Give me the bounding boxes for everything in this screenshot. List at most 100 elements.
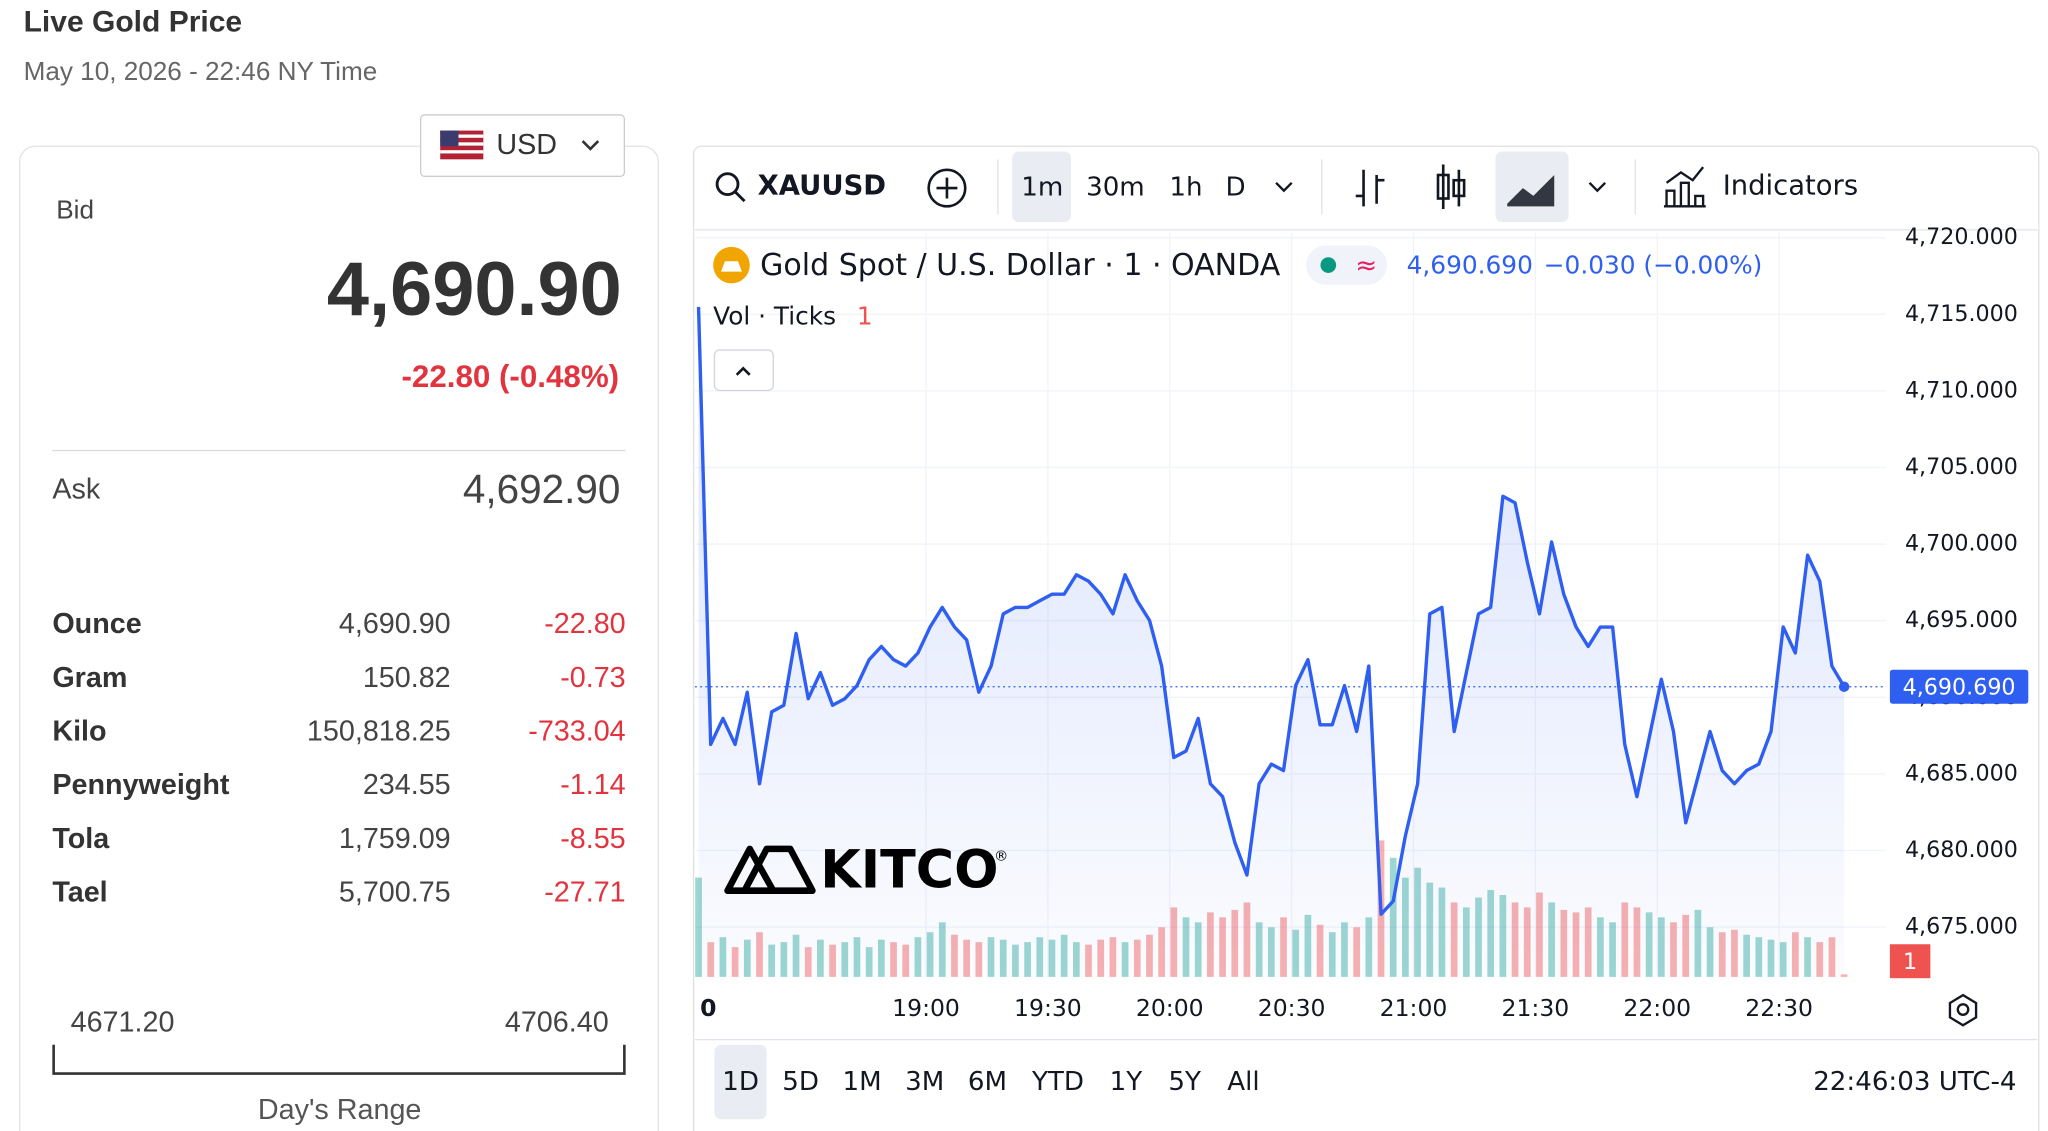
collapse-legend[interactable]	[713, 349, 774, 392]
unit-price: 150.82	[363, 662, 451, 694]
currency-label: USD	[496, 129, 557, 161]
us-flag	[440, 130, 484, 160]
unit-price: 4,690.90	[339, 608, 451, 640]
range-low: 4671.20	[71, 1007, 175, 1039]
bars-style-button[interactable]	[1355, 169, 1385, 207]
page-title: Live Gold Price	[24, 5, 243, 38]
range-button[interactable]: All	[1227, 1067, 1259, 1097]
currency-box[interactable]	[419, 114, 626, 177]
x-tick-label: 0	[700, 994, 716, 1022]
y-tick-label: 4,695.000	[1905, 607, 2018, 633]
legend-price: 4,690.690	[1407, 250, 1533, 279]
unit-price: 5,700.75	[339, 877, 451, 909]
range-button[interactable]: 1Y	[1110, 1067, 1143, 1097]
x-tick-label: 20:00	[1136, 994, 1204, 1022]
y-tick-label: 4,680.000	[1905, 837, 2018, 863]
x-tick-label: 21:30	[1502, 994, 1570, 1022]
y-tick-label: 4,700.000	[1905, 531, 2018, 557]
interval-button[interactable]: D	[1226, 173, 1246, 203]
ask-label: Ask	[52, 474, 101, 506]
range-button[interactable]: 5Y	[1168, 1067, 1201, 1097]
y-tick-label: 4,720.000	[1905, 224, 2018, 250]
gold-bar-icon	[721, 261, 742, 272]
interval-menu[interactable]	[1275, 182, 1293, 193]
interval-button[interactable]: 30m	[1086, 173, 1145, 203]
interval-group: 1m 30m 1h D	[1021, 173, 1245, 203]
symbol[interactable]: XAUUSD	[758, 170, 887, 201]
range-button[interactable]: YTD	[1031, 1067, 1084, 1097]
market-status[interactable]	[1306, 245, 1388, 285]
interval-button[interactable]: 1m	[1021, 173, 1063, 203]
y-tick-label: 4,710.000	[1905, 377, 2018, 403]
interval-active	[1012, 151, 1072, 223]
clock: 22:46:03 UTC-4	[1813, 1067, 2016, 1097]
volume-badge	[1889, 944, 1931, 979]
indicators-label[interactable]: Indicators	[1723, 170, 1858, 201]
range-button[interactable]: 1M	[842, 1067, 881, 1097]
price-badge-label: 4,690.690	[1903, 675, 2016, 701]
x-tick-label: 20:30	[1258, 994, 1326, 1022]
unit-change: -22.80	[544, 608, 625, 640]
indicators-button[interactable]: Indicators	[1663, 166, 1858, 208]
unit-name: Gram	[52, 662, 127, 694]
unit-name: Tola	[52, 823, 110, 855]
price-area	[698, 306, 1845, 977]
unit-name: Kilo	[52, 716, 106, 748]
chevron	[581, 140, 600, 151]
y-tick-label: 4,715.000	[1905, 301, 2018, 327]
range-group: 1D 5D 1M 3M 6M YTD 1Y 5Y All	[722, 1067, 1259, 1097]
ask-price: 4,692.90	[463, 466, 621, 512]
range-active	[714, 1044, 767, 1120]
unit-change: -1.14	[560, 769, 625, 801]
range-bar	[52, 1044, 626, 1075]
unit-change: -8.55	[560, 823, 625, 855]
unit-price: 1,759.09	[339, 823, 451, 855]
range-button[interactable]: 5D	[782, 1067, 819, 1097]
bid-price: 4,690.90	[327, 247, 622, 332]
axis-settings[interactable]	[1948, 993, 1978, 1027]
x-tick-label: 19:00	[892, 994, 960, 1022]
unit-change: -733.04	[528, 716, 625, 748]
area-style-active[interactable]	[1495, 151, 1569, 223]
y-tick-label: 4,705.000	[1905, 454, 2018, 480]
volume-legend-value: 1	[857, 301, 873, 330]
bid-label: Bid	[56, 194, 94, 224]
volume-legend: Vol · Ticks	[713, 301, 836, 330]
range-button[interactable]: 3M	[905, 1067, 944, 1097]
symbol-search[interactable]: XAUUSD	[715, 170, 887, 203]
x-tick-label: 21:00	[1380, 994, 1448, 1022]
last-point	[1838, 681, 1850, 692]
kitco-logo: KITCO ®	[724, 841, 1008, 901]
currency-select[interactable]: USD	[419, 114, 626, 177]
style-menu[interactable]	[1588, 182, 1607, 193]
price-panel	[19, 145, 659, 1131]
unit-price: 150,818.25	[307, 716, 451, 748]
chart-widget: XAUUSD 1m 30m 1h D Indicators 4,675.000 4,68…	[692, 145, 2040, 1131]
interval-button[interactable]: 1h	[1169, 173, 1202, 203]
logo-mark: ®	[994, 849, 1008, 865]
unit-table: Ounce 4,690.90 -22.80 Gram 150.82 -0.73 Kilo 15…	[52, 608, 625, 908]
x-tick-label: 22:00	[1623, 994, 1691, 1022]
status-icon: ≈	[1355, 251, 1377, 281]
range-label: Day's Range	[258, 1094, 422, 1126]
unit-name: Pennyweight	[52, 769, 230, 801]
candles-style-button[interactable]	[1436, 164, 1466, 209]
range-high: 4706.40	[505, 1007, 609, 1039]
range-button[interactable]: 6M	[968, 1067, 1007, 1097]
range-button[interactable]: 1D	[722, 1067, 759, 1097]
y-tick-label: 4,685.000	[1905, 760, 2018, 786]
unit-price: 234.55	[363, 769, 451, 801]
plot-area: 4,675.0004,680.0004,685.0004,690.0004,69…	[694, 224, 2029, 1022]
price-badge	[1889, 669, 2029, 704]
compare-button[interactable]	[927, 168, 967, 208]
timestamp: May 10, 2026 - 22:46 NY Time	[24, 56, 378, 86]
status-dot	[1320, 257, 1337, 273]
chart-frame	[692, 145, 2040, 1131]
bid-change: -22.80 (-0.48%)	[401, 359, 619, 394]
area-icon	[1507, 175, 1555, 207]
y-tick-label: 4,675.000	[1905, 914, 2018, 940]
legend-change: −0.030 (−0.00%)	[1544, 250, 1763, 279]
x-tick-label: 19:30	[1014, 994, 1082, 1022]
